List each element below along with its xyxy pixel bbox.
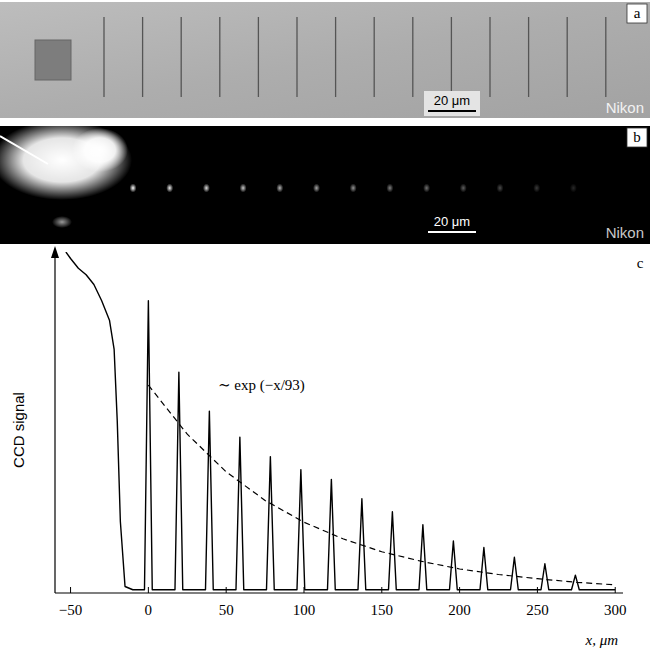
y-axis [54,252,55,593]
scatter-spot [203,184,210,193]
grating-line [528,17,529,97]
watermark: Nikon [606,99,644,116]
grating-line [335,17,336,97]
watermark: Nikon [606,224,644,241]
scale-bar-label: 20 μm [434,214,470,229]
x-tick [70,587,71,593]
scatter-spot [533,184,540,193]
x-tick-label: 100 [293,602,316,618]
grating-line [103,17,104,97]
grating-line [451,17,452,97]
pad [35,40,71,80]
label-box [627,4,647,23]
fit-curve [148,385,615,585]
grating-line [567,17,568,97]
scale-bar [428,231,476,233]
grating-line [374,17,375,97]
x-tick-label: 200 [448,602,471,618]
speckle [52,216,72,228]
figure: 20 μm Nikon a 20 μm Nikon b c −50 0 50 100 150 200 25… [0,0,650,653]
scatter-spot [276,184,283,193]
grating-line [605,17,606,97]
label-box [627,128,647,147]
grating-line [489,17,490,97]
panel-label: a [634,5,641,21]
x-tick-label: 300 [604,602,627,618]
glare [0,136,48,164]
scatter-spot [350,184,357,193]
x-tick-label: 150 [371,602,394,618]
scale-bar [428,110,476,112]
scale-bar-label: 20 μm [434,93,470,108]
micrograph [0,2,650,118]
annotation: ∼ exp (−x/93) [218,377,305,394]
scatter-spot [240,184,247,193]
x-tick-label: 250 [526,602,549,618]
scatter-spot [570,184,577,193]
plot-area [66,252,615,590]
x-tick [148,587,149,593]
x-tick-label: 0 [145,602,153,618]
scatter-spot [166,184,173,193]
excitation-spot [72,128,128,172]
x-tick-label: −50 [59,602,82,618]
x-tick-label: 50 [219,602,234,618]
grating-line [412,17,413,97]
scale-bar-ground [424,91,480,116]
grating-line [181,17,182,97]
scatter-spot [423,184,430,193]
panel-label: b [633,129,641,145]
scatter-spot [130,184,137,193]
grating-line [142,17,143,97]
scatter-spot [386,184,393,193]
grating-line [258,17,259,97]
signal-line [66,252,615,590]
grating-line [219,17,220,97]
y-axis-title: CCD signal [10,392,27,468]
scatter-spot [313,184,320,193]
x-axis-title: x, μm [584,632,618,648]
scatter-spot [497,184,504,193]
y-axis-arrow [51,246,59,258]
grating-line [296,17,297,97]
excitation-spot [0,120,132,200]
panel-label: c [637,255,644,271]
scatter-spot [460,184,467,193]
